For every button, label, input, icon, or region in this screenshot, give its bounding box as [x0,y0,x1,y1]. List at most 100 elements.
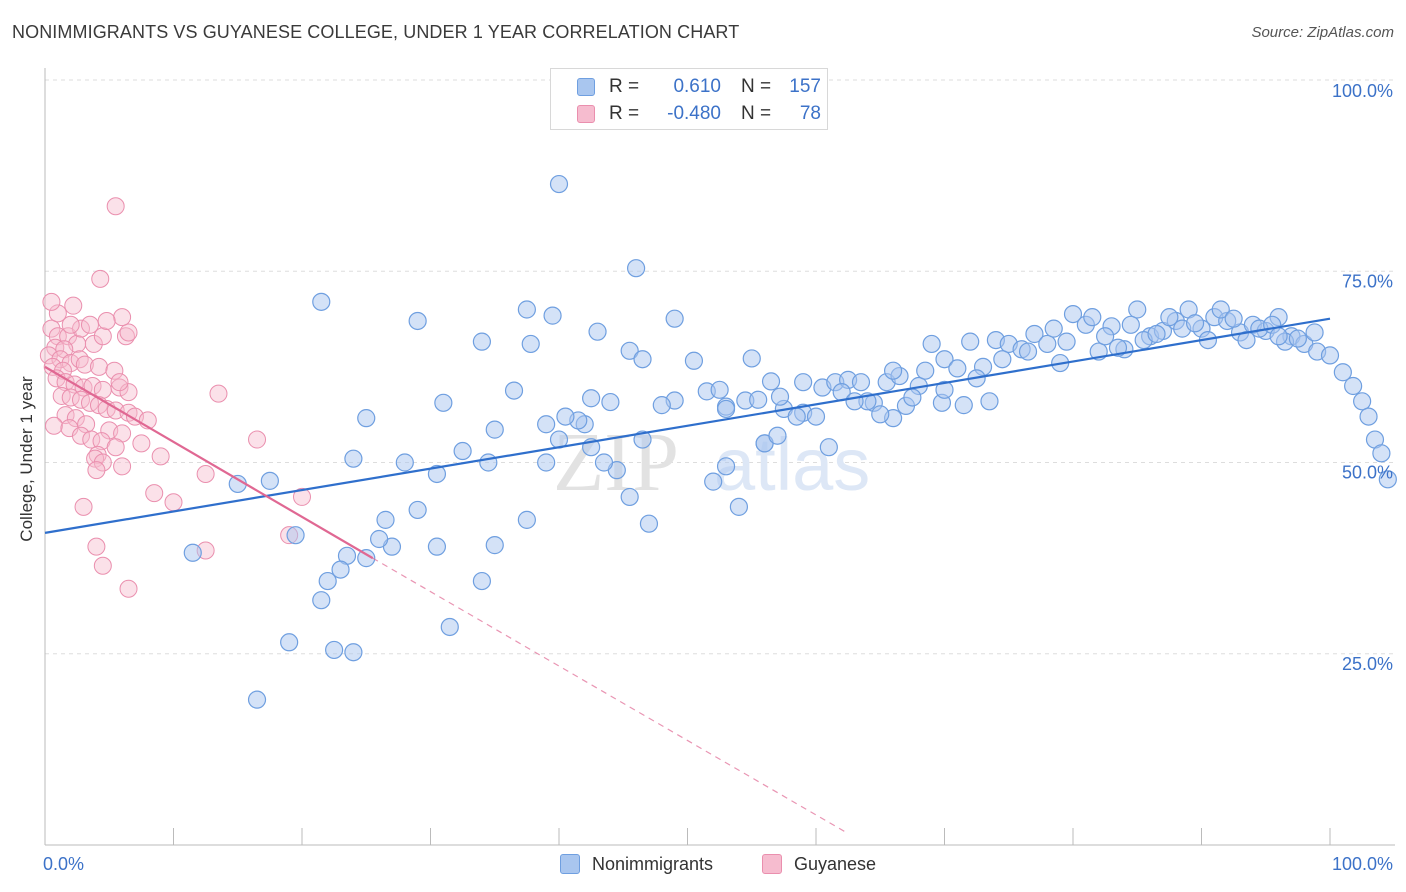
guyanese-point [110,378,129,397]
nonimmigrants-point [280,633,299,652]
bottom-legend-swatch-pink [762,854,782,874]
guyanese-point [64,296,83,315]
legend-row-nonimmigrants: R = 0.610 N = 157 [577,76,821,98]
guyanese-point [52,386,71,405]
nonimmigrants-point [770,387,790,406]
nonimmigrants-point [408,500,427,520]
nonimmigrants-point [357,409,376,428]
tick-labels: 100.0% 75.0% 50.0% 25.0% 0.0% 100.0% [43,81,1393,874]
legend-r-value: -0.480 [667,103,721,124]
nonimmigrants-point [472,571,491,591]
nonimmigrants-point [1344,376,1363,396]
guyanese-point [39,346,58,365]
nonimmigrants-point [588,322,607,341]
nonimmigrants-point [633,350,652,369]
nonimmigrants-point [1025,324,1044,344]
nonimmigrants-point [922,334,941,354]
nonimmigrants-point [1372,444,1391,463]
nonimmigrants-point [594,453,614,472]
nonimmigrants-point [980,392,999,411]
nonimmigrants-point [935,380,954,399]
nonimmigrants-point [331,560,350,579]
guyanese-point [105,361,124,380]
nonimmigrants-point [472,332,491,351]
nonimmigrants-point [916,361,935,380]
guyanese-point [48,327,67,346]
guyanese-point [51,350,70,369]
nonimmigrants-point [652,396,671,415]
nonimmigrants-point [948,359,967,378]
nonimmigrants-point [1211,300,1230,319]
nonimmigrants-point [1057,332,1076,351]
legend-r-value: 0.610 [673,76,721,97]
bottom-legend-nonimmigrants[interactable]: Nonimmigrants [560,852,713,876]
guyanese-point [75,355,94,374]
nonimmigrants-point [935,350,954,369]
guyanese-point [61,315,80,334]
nonimmigrants-point [582,389,601,408]
y-tick-label: 100.0% [1332,81,1393,101]
nonimmigrants-point [504,381,524,400]
nonimmigrants-point [479,453,498,472]
guyanese-point [89,357,108,376]
nonimmigrants-point [1038,334,1057,354]
nonimmigrants-point [639,514,659,533]
nonimmigrants-point [665,309,684,328]
nonimmigrants-point [1359,407,1378,426]
nonimmigrants-point [344,643,363,662]
nonimmigrants-point [376,510,395,529]
nonimmigrants-point [440,617,459,637]
nonimmigrants-point [1018,342,1038,361]
guyanese-point [293,487,311,506]
guyanese-point [106,197,125,216]
guyanese-point [151,447,170,466]
nonimmigrants-point [716,457,736,476]
nonimmigrants-point [247,690,267,709]
nonimmigrants-point [620,487,639,507]
guyanese-point [248,430,267,449]
nonimmigrants-point [684,351,704,370]
guyanese-point [44,416,63,435]
guyanese-point [42,292,61,311]
grid-lines [45,79,1395,655]
nonimmigrants-point [871,405,890,424]
nonimmigrants-point [1121,315,1140,334]
guyanese-point [113,308,132,327]
nonimmigrants-point [1096,327,1115,346]
nonimmigrants-point [370,529,389,549]
watermark-atlas: atlas [714,423,870,506]
nonimmigrants-points [183,174,1397,709]
guyanese-point [71,319,90,338]
nonimmigrants-point [1185,314,1205,333]
guyanese-point [71,426,90,445]
guyanese-point [66,409,85,428]
guyanese-point [87,461,106,480]
nonimmigrants-point [427,464,447,484]
nonimmigrants-point [1320,346,1340,365]
nonimmigrants-point [1378,470,1397,489]
nonimmigrants-point [543,306,562,325]
guyanese-point [42,319,61,338]
axes [44,68,1395,846]
legend-n-label: N = [741,103,772,124]
guyanese-point [119,383,138,402]
nonimmigrants-point [761,372,781,391]
nonimmigrants-point [537,453,556,472]
nonimmigrants-point [1269,327,1288,346]
x-tick-label-left: 0.0% [43,854,84,874]
guyanese-point [48,304,67,323]
nonimmigrants-point [794,373,813,392]
nonimmigrants-point [521,334,540,354]
nonimmigrants-point [716,399,736,419]
nonimmigrants-point [395,453,414,472]
legend-r-label: R = [609,76,640,97]
guyanese-point [91,269,110,288]
guyanese-point [110,373,129,392]
nonimmigrants-point [344,449,363,468]
guyanese-point [84,334,103,353]
bottom-legend-guyanese[interactable]: Guyanese [762,852,876,876]
nonimmigrants-point [183,543,202,562]
nonimmigrants-point [537,415,556,434]
guyanese-point [119,579,138,598]
trend-lines [44,317,1331,835]
